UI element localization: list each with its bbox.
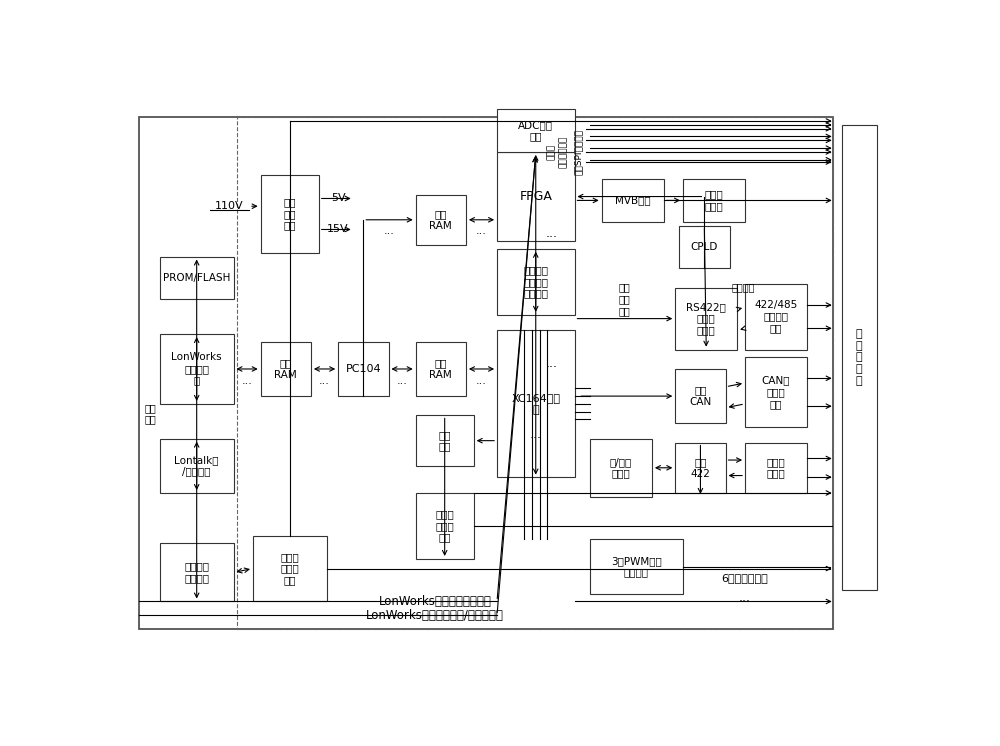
Bar xyxy=(261,342,311,396)
Text: ...: ... xyxy=(545,227,557,240)
Bar xyxy=(416,416,474,466)
Text: 双口
RAM: 双口 RAM xyxy=(429,358,452,380)
Text: ADC转换
采集: ADC转换 采集 xyxy=(518,120,553,142)
Text: 排序
电路: 排序 电路 xyxy=(438,430,451,451)
Bar xyxy=(675,369,726,423)
Bar xyxy=(416,195,466,245)
Bar xyxy=(338,342,388,396)
Bar xyxy=(745,357,807,427)
Text: 控制指令信号: 控制指令信号 xyxy=(558,136,567,168)
Text: 地址译码: 地址译码 xyxy=(731,283,755,292)
Bar xyxy=(842,125,877,590)
Text: ...: ... xyxy=(319,375,330,386)
Text: LonWorks电力载波采样电压: LonWorks电力载波采样电压 xyxy=(379,595,491,608)
Text: ...: ... xyxy=(476,375,487,386)
Text: FPGA: FPGA xyxy=(519,190,552,203)
Text: 3路PWM控制
输出控制: 3路PWM控制 输出控制 xyxy=(611,556,662,577)
Bar xyxy=(497,152,574,241)
Text: CPLD: CPLD xyxy=(691,242,718,252)
Bar xyxy=(416,493,474,559)
Bar xyxy=(683,179,745,222)
Bar xyxy=(602,179,664,222)
Text: 数据线: 数据线 xyxy=(547,144,556,160)
Bar xyxy=(160,543,234,601)
Bar xyxy=(745,442,807,493)
Text: ...: ... xyxy=(476,227,487,236)
Text: LonWorks
神经元芯
片: LonWorks 神经元芯 片 xyxy=(171,352,222,386)
Bar xyxy=(590,439,652,497)
Text: 双口
RAM: 双口 RAM xyxy=(274,358,297,380)
Text: 电力载波
耦合电路: 电力载波 耦合电路 xyxy=(184,562,209,583)
Text: RS422同
步串行
控制器: RS422同 步串行 控制器 xyxy=(686,302,726,335)
Bar xyxy=(160,334,234,404)
Text: 模拟SPI总线操作: 模拟SPI总线操作 xyxy=(574,129,583,175)
Text: 模/数字
量转换: 模/数字 量转换 xyxy=(610,457,632,479)
Bar xyxy=(590,539,683,594)
Text: 数据信号
电压转换
接口电路: 数据信号 电压转换 接口电路 xyxy=(523,265,548,298)
Text: ...: ... xyxy=(739,591,751,604)
Text: 6路模拟量输入: 6路模拟量输入 xyxy=(722,573,768,583)
Text: ...: ... xyxy=(242,375,252,386)
Text: 数据差
分电路: 数据差 分电路 xyxy=(767,457,785,479)
Bar xyxy=(679,225,730,269)
Text: 数据
信号: 数据 信号 xyxy=(144,403,156,424)
Text: PROM/FLASH: PROM/FLASH xyxy=(163,273,230,283)
Bar xyxy=(139,117,833,629)
Bar xyxy=(160,439,234,493)
Bar xyxy=(416,342,466,396)
Text: 电源
隔离
转换: 电源 隔离 转换 xyxy=(283,198,296,231)
Text: 接
插
件
接
口: 接 插 件 接 口 xyxy=(856,329,863,386)
Bar xyxy=(497,249,574,315)
Bar xyxy=(745,283,807,350)
Text: 两路
CAN: 两路 CAN xyxy=(689,385,712,407)
Bar xyxy=(497,110,574,152)
Bar xyxy=(675,442,726,493)
Text: 显示驱
动电路: 显示驱 动电路 xyxy=(705,189,723,211)
Text: LonWorks电力载波电流/电压转换值: LonWorks电力载波电流/电压转换值 xyxy=(366,609,504,622)
Text: 双口
RAM: 双口 RAM xyxy=(429,209,452,231)
Bar xyxy=(261,175,319,253)
Text: 排序控
制输出
电路: 排序控 制输出 电路 xyxy=(435,510,454,542)
Text: 15V: 15V xyxy=(327,225,349,234)
Text: ...: ... xyxy=(530,428,542,442)
Text: 耦合电
压转换
电路: 耦合电 压转换 电路 xyxy=(280,552,299,585)
Bar xyxy=(497,330,574,477)
Text: 110V: 110V xyxy=(215,201,244,211)
Text: ...: ... xyxy=(397,375,408,386)
Text: ...: ... xyxy=(545,357,557,370)
Text: MVB接口: MVB接口 xyxy=(615,195,650,205)
Bar xyxy=(237,117,833,629)
Bar xyxy=(253,536,326,601)
Text: 422/485
数据差分
电路: 422/485 数据差分 电路 xyxy=(754,300,798,333)
Bar xyxy=(675,288,737,350)
Text: 异步
422: 异步 422 xyxy=(690,457,710,479)
Text: 八位
并行
数据: 八位 并行 数据 xyxy=(619,283,631,316)
Bar xyxy=(160,257,234,299)
Text: 5V: 5V xyxy=(331,193,345,204)
Text: Lontalk解
/编码阵列: Lontalk解 /编码阵列 xyxy=(174,455,219,477)
Text: CAN数
据差分
电路: CAN数 据差分 电路 xyxy=(762,376,790,409)
Text: PC104: PC104 xyxy=(346,364,381,374)
Text: XC164单片
机: XC164单片 机 xyxy=(511,393,560,415)
Text: ...: ... xyxy=(384,227,395,236)
